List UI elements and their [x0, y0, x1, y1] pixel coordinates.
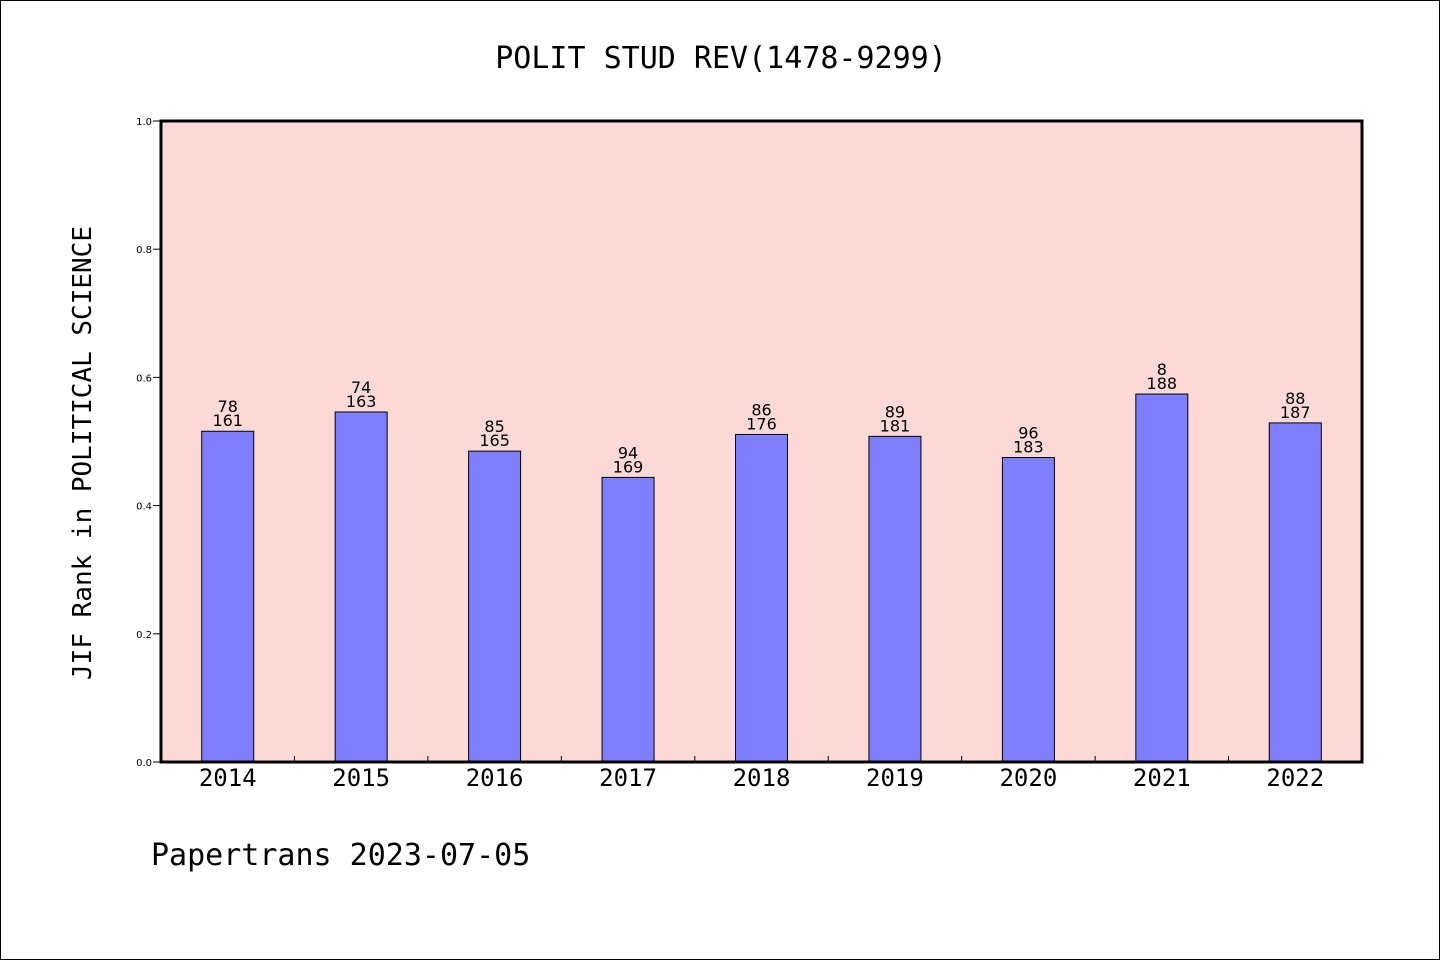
- bar-2020: [1001, 457, 1055, 763]
- bar-rank-label: 88: [1285, 389, 1305, 408]
- chart-title: POLIT STUD REV(1478-9299): [495, 41, 947, 76]
- y-tick-label: 1.0: [136, 117, 152, 128]
- bar-2014: [201, 430, 255, 763]
- bar-total-label: 187: [1280, 403, 1311, 422]
- y-tick-label: 0.2: [136, 630, 152, 641]
- bar-2016: [468, 450, 522, 763]
- bar-2022: [1268, 422, 1322, 763]
- footer-text: Papertrans 2023-07-05: [151, 838, 530, 873]
- y-tick-label: 0.0: [136, 758, 152, 769]
- bar-2021: [1135, 393, 1189, 763]
- bar-total-label: 163: [346, 392, 377, 411]
- bar-rank-label: 86: [751, 400, 771, 419]
- y-axis-label: JIF Rank in POLITICAL SCIENCE: [68, 226, 98, 680]
- bar-total-label: 181: [880, 416, 911, 435]
- y-tick-label: 0.8: [136, 245, 152, 256]
- bar-rank-label: 8: [1157, 360, 1167, 379]
- x-tick-label: 2014: [199, 764, 257, 792]
- y-tick-label: 0.6: [136, 373, 152, 384]
- bars-layer: [201, 393, 1322, 763]
- x-axis-ticks: 2014 2015 2016 2017 2018 2019 2020 2021 2022: [199, 756, 1324, 792]
- bar-total-label: 188: [1147, 374, 1178, 393]
- bar-2015: [334, 411, 388, 763]
- bar-2017: [601, 476, 655, 763]
- x-tick-label: 2020: [999, 764, 1057, 792]
- y-tick-label: 0.4: [136, 502, 152, 513]
- x-tick-label: 2018: [733, 764, 791, 792]
- bar-total-label: 165: [479, 431, 510, 450]
- bar-total-label: 176: [746, 414, 777, 433]
- bar-rank-label: 89: [885, 402, 905, 421]
- bar-total-label: 169: [613, 457, 644, 476]
- bar-total-label: 183: [1013, 438, 1044, 457]
- bar-2019: [868, 435, 922, 763]
- x-tick-label: 2016: [466, 764, 524, 792]
- bar-rank-label: 85: [484, 417, 504, 436]
- bar-2018: [735, 433, 788, 763]
- x-tick-label: 2019: [866, 764, 924, 792]
- x-tick-label: 2017: [599, 764, 657, 792]
- bar-rank-label: 78: [218, 397, 238, 416]
- x-tick-label: 2021: [1133, 764, 1191, 792]
- bar-rank-label: 74: [351, 378, 371, 397]
- x-tick-label: 2022: [1266, 764, 1324, 792]
- y-axis-ticks: 0.0 0.2 0.4 0.6 0.8 1.0: [136, 117, 161, 769]
- bar-rank-label: 96: [1018, 424, 1038, 443]
- bar-total-label: 161: [212, 411, 243, 430]
- plot-border: [159, 119, 1364, 764]
- x-tick-label: 2015: [332, 764, 390, 792]
- bar-rank-label: 94: [618, 443, 638, 462]
